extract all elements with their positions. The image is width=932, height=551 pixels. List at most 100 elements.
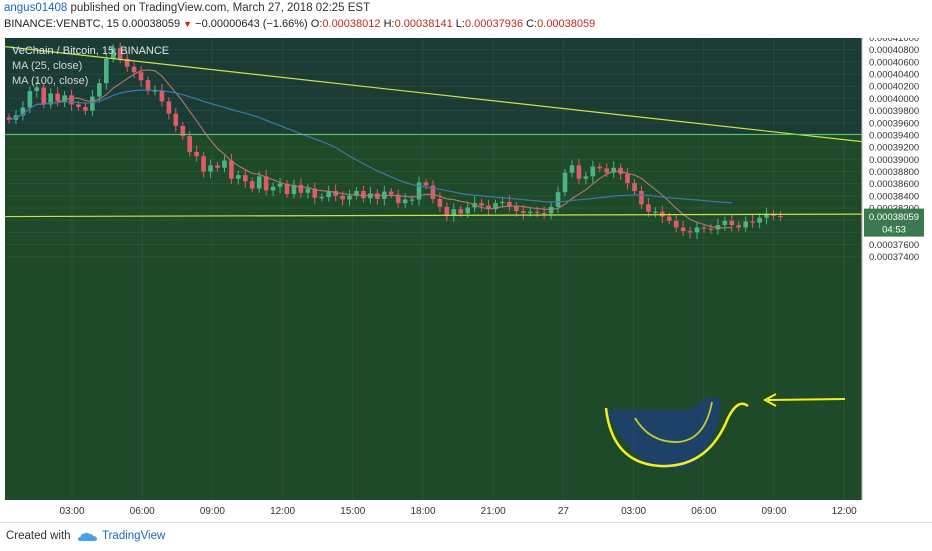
x-tick-label: 09:00 [200,506,225,517]
candle-down [444,206,450,216]
candle-up [409,199,415,201]
candle-down [507,201,512,207]
candle-up [694,227,700,233]
candle-down [243,175,248,182]
candle-up [451,209,457,216]
candle-down [159,90,165,102]
candle-up [402,199,408,204]
candle-up [90,96,95,111]
candle-up [291,184,297,195]
candle-down [340,195,345,200]
y-tick-label: 0.00040800 [869,45,919,56]
candle-down [69,95,74,105]
candle-down [423,182,429,186]
arrow-head [762,393,777,407]
candle-up [354,190,359,196]
x-tick-label: 09:00 [761,506,786,517]
candle-down [83,106,88,111]
y-tick-label: 0.00040400 [869,70,919,81]
candle-down [124,58,130,67]
candle-up [368,193,373,199]
tradingview-cloud-icon [78,532,97,541]
candle-down [625,173,630,184]
time-axis-background [0,500,932,522]
y-tick-label: 0.00038400 [869,191,919,202]
y-tick-label: 0.00041000 [869,38,919,44]
price-badge [864,208,924,237]
candle-down [736,225,742,228]
candle-up [757,217,762,223]
footer: Created with TradingView [0,522,932,551]
candle-down [117,47,123,59]
price-axis-background [862,38,932,500]
candle-up [527,211,533,213]
y-tick-label: 0.00039200 [869,143,919,154]
tradingview-link[interactable]: TradingView [102,530,166,542]
candle-up [319,197,325,199]
candle-down [145,80,151,92]
candle-down [729,220,735,226]
candle-down [6,117,12,120]
candle-down [194,151,199,157]
x-tick-label: 18:00 [410,506,435,517]
candle-down [750,221,755,223]
candle-down [312,188,318,198]
candle-up [653,211,658,213]
y-tick-label: 0.00038600 [869,179,919,190]
candle-up [48,93,53,105]
created-with-text: Created with [6,530,71,542]
candle-up [236,175,241,179]
candle-up [493,203,498,210]
candle-down [229,160,234,179]
candle-up [256,176,262,189]
candle-down [187,136,192,152]
candle-down [534,211,540,213]
candle-up [465,207,470,214]
y-tick-label: 0.00039000 [869,155,919,166]
candle-down [514,206,519,212]
y-tick-label: 0.00039400 [869,130,919,141]
countdown-timer: 04:53 [882,225,906,236]
candle-down [576,165,582,179]
candle-down [180,125,186,137]
candle-up [208,165,213,172]
candle-up [590,166,596,177]
candle-down [388,191,394,195]
last-price: 0.00038059 [121,18,181,30]
candle-down [430,185,436,199]
y-tick-label: 0.00040600 [869,57,919,68]
x-tick-label: 21:00 [481,506,506,517]
candle-down [437,198,443,207]
low-label: L: [455,18,465,30]
candle-up [277,183,283,187]
x-tick-label: 03:00 [59,506,84,517]
candle-down [361,190,366,199]
cup-inner-curve [634,401,713,443]
x-tick-label: 12:00 [270,506,295,517]
candle-down [298,184,304,193]
candle-down [333,190,338,196]
trendline [4,213,863,218]
published-text: published on TradingView.com, March 27, … [70,2,371,14]
candle-down [458,209,464,214]
x-tick-label: 27 [558,506,570,517]
candle-down [201,156,206,172]
candle-up [222,160,227,168]
publisher-link[interactable]: angus01408 [4,2,68,14]
ma100-line [8,89,732,204]
candle-up [583,176,589,179]
candle-down [597,166,603,169]
candle-down [521,211,526,213]
candle-up [62,95,67,102]
candle-down [173,113,179,126]
x-tick-label: 06:00 [130,506,155,517]
candle-up [764,213,769,218]
cup-outline [604,402,749,468]
candle-up [548,206,554,214]
candle-down [131,66,137,73]
arrow-shaft [767,398,846,401]
candle-down [541,212,547,215]
candle-up [347,195,352,200]
candle-down [166,101,172,114]
